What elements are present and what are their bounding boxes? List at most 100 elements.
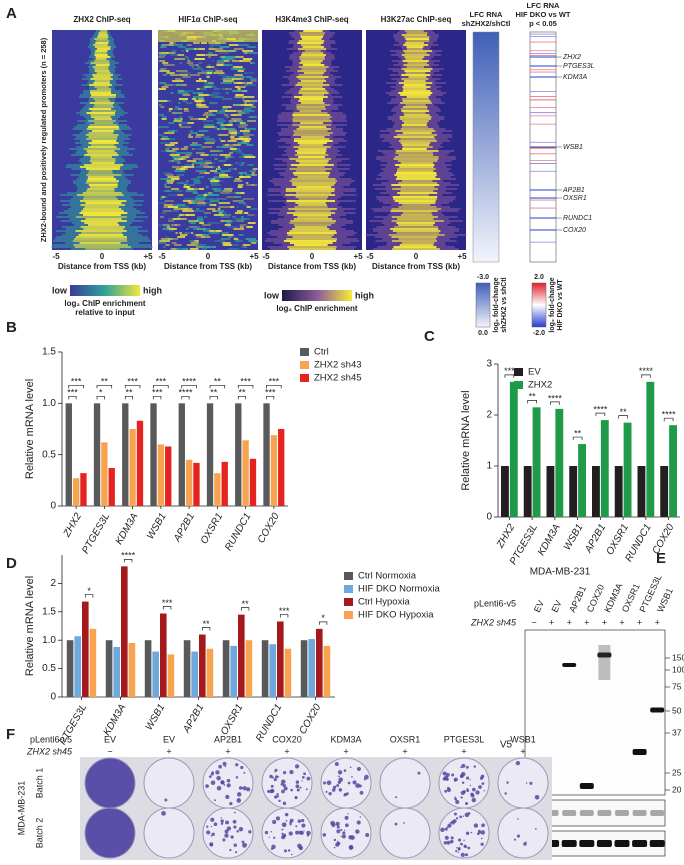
y-tick-label: 1.0 (42, 635, 56, 646)
heatmap-cell (215, 94, 219, 96)
heatmap-cell (285, 190, 335, 192)
blot-band (579, 783, 594, 789)
heatmap-cell (94, 104, 113, 106)
bar (261, 640, 269, 697)
heatmap-cell (405, 58, 423, 60)
heatmap-cell (199, 88, 207, 90)
heatmap-cell (218, 206, 229, 208)
bar (160, 613, 167, 697)
significance-label: *** (67, 388, 78, 398)
heatmap-cell (208, 232, 220, 234)
heatmap-cell (210, 154, 219, 156)
heatmap-cell (93, 82, 110, 84)
heatmap-cell (207, 94, 216, 96)
colony (330, 820, 335, 826)
heatmap-cell (90, 62, 110, 64)
sign-label: + (602, 617, 607, 627)
heatmap-cell (192, 210, 205, 212)
heatmap-cell (168, 122, 175, 124)
colony (224, 829, 229, 834)
heatmap-cell (394, 164, 435, 166)
heatmap-cell (402, 60, 429, 62)
bar (546, 466, 555, 517)
significance-bracket (162, 606, 172, 610)
heatmap-cell (403, 122, 428, 124)
dish (438, 807, 490, 859)
significance-bracket (266, 395, 275, 400)
heatmap-cell (88, 184, 118, 186)
legend-gradient (531, 282, 547, 328)
heatmap-cell (227, 146, 236, 148)
colony (457, 838, 462, 842)
colony (516, 834, 520, 838)
heatmap-cell (192, 228, 204, 230)
heatmap-cell (402, 86, 431, 88)
heatmap-cell (158, 134, 164, 136)
heatmap-cell (295, 84, 330, 86)
heatmap-cell (400, 128, 434, 130)
bar (206, 403, 214, 506)
heatmap-cell (186, 228, 189, 230)
heatmap-cell (197, 92, 204, 94)
heatmap-cell (392, 248, 440, 250)
colony (214, 799, 216, 802)
heatmap-cell (299, 162, 328, 164)
heatmap-cell (396, 222, 435, 224)
colony (525, 782, 528, 784)
heatmap-cell (403, 64, 429, 66)
heatmap-cell (221, 98, 232, 100)
heatmap-cell (402, 106, 428, 108)
colony (220, 819, 224, 823)
colony (274, 775, 278, 779)
blot-title: MDA-MB-231 (530, 567, 591, 578)
heatmap-cell (288, 208, 337, 210)
heatmap-cell (76, 194, 124, 196)
colony (359, 816, 362, 818)
heatmap-cell (158, 52, 169, 54)
blot-band (579, 840, 595, 847)
colony (473, 823, 479, 828)
heatmap-cell (295, 170, 326, 172)
heatmap-cell (209, 198, 220, 200)
colony (224, 833, 229, 838)
sign-label: − (107, 746, 112, 756)
colony (471, 797, 477, 803)
significance-label: *** (162, 598, 173, 608)
heatmap-cell (217, 74, 228, 76)
colony (465, 765, 469, 769)
colony (206, 825, 209, 828)
dish (143, 807, 195, 859)
heatmap-cell (210, 230, 217, 232)
heatmap-cell (158, 56, 165, 58)
heatmap-cell (218, 160, 222, 162)
colony (297, 819, 302, 823)
significance-bracket (550, 401, 560, 405)
dish (202, 807, 254, 859)
legend-low: low (52, 285, 68, 295)
significance-label: *** (156, 377, 167, 387)
bar (509, 381, 518, 517)
bar (93, 403, 101, 506)
heatmap-cell (80, 226, 126, 228)
x-tick-label: 0 (414, 252, 419, 261)
heatmap-cell (406, 96, 429, 98)
colony (246, 787, 251, 792)
heatmap-cell (94, 68, 109, 70)
colony (454, 796, 456, 798)
colony (461, 781, 465, 784)
heatmap-cell (228, 132, 232, 134)
sign-label: + (619, 617, 624, 627)
heatmap-cell (300, 80, 326, 82)
bar (191, 651, 198, 697)
colony (466, 789, 470, 793)
heatmap-cell (234, 240, 243, 242)
heatmap-cell (177, 90, 185, 92)
heatmap-cell (173, 158, 177, 160)
heatmap-cell (197, 194, 203, 196)
significance-label: *** (269, 377, 280, 387)
heatmap-cell (95, 100, 110, 102)
heatmap-cell (243, 96, 255, 98)
heatmap-title: HIF1α ChIP-seq (178, 15, 237, 24)
heatmap-cell (226, 50, 238, 52)
heatmap-cell (160, 150, 173, 152)
